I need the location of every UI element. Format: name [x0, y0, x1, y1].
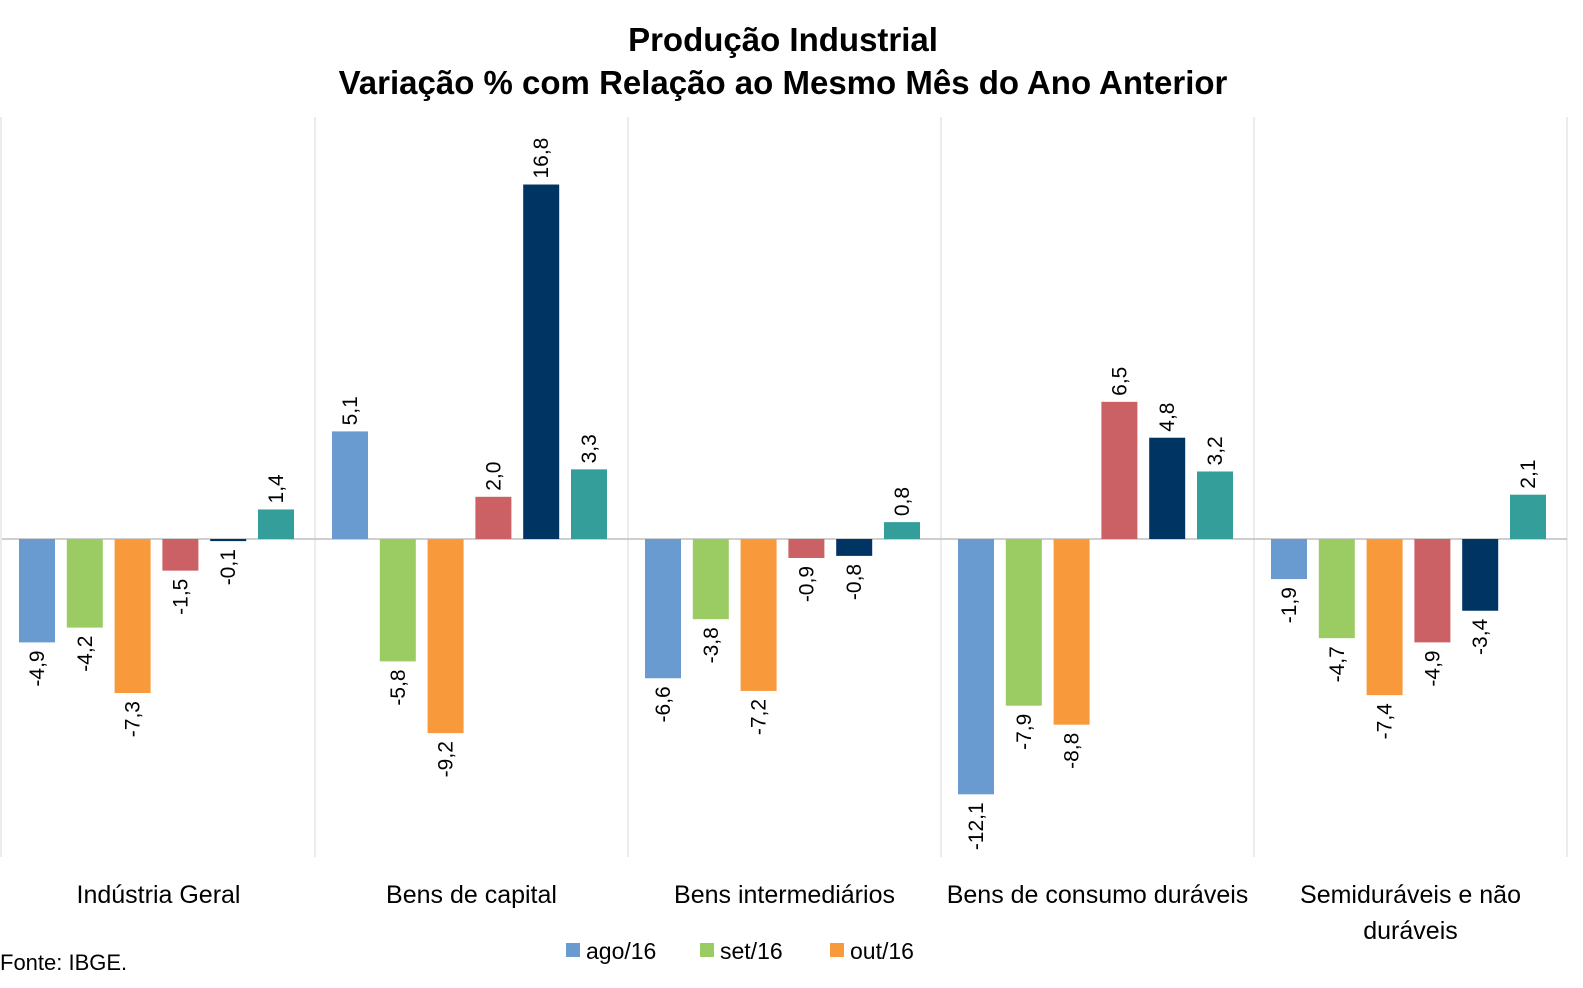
chart-title: Produção Industrial Variação % com Relaçã… — [339, 21, 1228, 101]
data-label: -8,8 — [1061, 733, 1084, 769]
data-label: 2,1 — [1517, 459, 1540, 488]
data-label: 5,1 — [339, 396, 362, 425]
bar — [1510, 494, 1546, 539]
bar — [475, 496, 512, 539]
bar — [1414, 539, 1451, 643]
bar — [884, 522, 920, 539]
bar — [258, 509, 294, 539]
bar — [1366, 539, 1403, 696]
legend-label: ago/16 — [586, 938, 656, 964]
data-label: -3,4 — [1469, 618, 1492, 655]
category-label: Bens intermediários — [674, 881, 895, 909]
category-label: Semiduráveis e não — [1300, 881, 1521, 909]
bar — [523, 184, 560, 539]
data-label: -0,1 — [217, 549, 240, 585]
bar — [379, 539, 416, 662]
bar — [162, 539, 199, 571]
data-label: 1,4 — [265, 474, 288, 504]
data-label: 16,8 — [530, 138, 553, 179]
data-label: 0,8 — [891, 487, 914, 516]
legend-swatch — [830, 943, 844, 957]
legend: ago/16 set/16 out/16 — [566, 938, 914, 964]
legend-label: set/16 — [720, 938, 783, 964]
data-label: -1,5 — [169, 579, 192, 615]
data-label: -1,9 — [1278, 587, 1301, 623]
bar — [427, 539, 464, 734]
bar — [571, 469, 607, 539]
data-label: -7,3 — [122, 701, 145, 737]
category-label: Bens de consumo duráveis — [947, 881, 1249, 909]
data-label: -0,8 — [843, 564, 866, 600]
data-label: -7,4 — [1374, 703, 1397, 740]
data-label: -7,9 — [1013, 714, 1036, 750]
data-label: -3,8 — [700, 627, 723, 663]
data-label: -6,6 — [652, 686, 675, 722]
bar — [788, 539, 825, 558]
bar — [114, 539, 151, 694]
legend-swatch — [566, 943, 580, 957]
category-labels-group: Indústria Geral Bens de capital Bens inter… — [77, 881, 1521, 945]
bar — [692, 539, 729, 620]
bar — [1197, 471, 1233, 539]
data-label: -4,9 — [1421, 650, 1444, 686]
data-label: -4,2 — [74, 636, 97, 672]
data-label: 4,8 — [1156, 403, 1179, 432]
bar — [1053, 539, 1090, 725]
bars-group — [19, 184, 1546, 795]
title-line-2: Variação % com Relação ao Mesmo Mês do A… — [339, 64, 1228, 101]
bar — [1005, 539, 1042, 706]
data-label: 3,3 — [578, 434, 601, 463]
title-line-1: Produção Industrial — [628, 21, 938, 58]
data-label: -5,8 — [387, 669, 410, 705]
data-label: -9,2 — [435, 741, 458, 777]
data-label: -0,9 — [795, 566, 818, 602]
bar — [66, 539, 103, 628]
bar — [1462, 539, 1499, 611]
data-label: -12,1 — [965, 802, 988, 850]
bar — [1101, 401, 1138, 539]
bar — [332, 431, 368, 539]
data-label: -7,2 — [748, 699, 771, 735]
legend-label: out/16 — [850, 938, 914, 964]
category-label: duráveis — [1363, 917, 1458, 945]
bar — [1318, 539, 1355, 639]
bar — [210, 539, 247, 542]
bar — [740, 539, 777, 691]
bar — [958, 539, 994, 795]
bar — [836, 539, 873, 556]
bar — [1149, 437, 1186, 539]
category-separators — [0, 117, 1568, 857]
data-label: -4,9 — [26, 650, 49, 686]
bar — [645, 539, 681, 679]
data-label: 6,5 — [1108, 367, 1131, 396]
category-label: Bens de capital — [386, 881, 557, 909]
data-label: 2,0 — [482, 462, 505, 491]
data-label: 3,2 — [1204, 436, 1227, 465]
bar — [19, 539, 55, 643]
legend-swatch — [700, 943, 714, 957]
data-label: -4,7 — [1326, 646, 1349, 682]
source-note: Fonte: IBGE. — [0, 950, 127, 975]
bar — [1271, 539, 1307, 580]
data-labels-group: -4,9 5,1 -6,6 -12,1 -1,9 -4,2 -5,8 -3,8 -7,9 -4,7… — [26, 138, 1540, 851]
category-label: Indústria Geral — [77, 881, 241, 909]
